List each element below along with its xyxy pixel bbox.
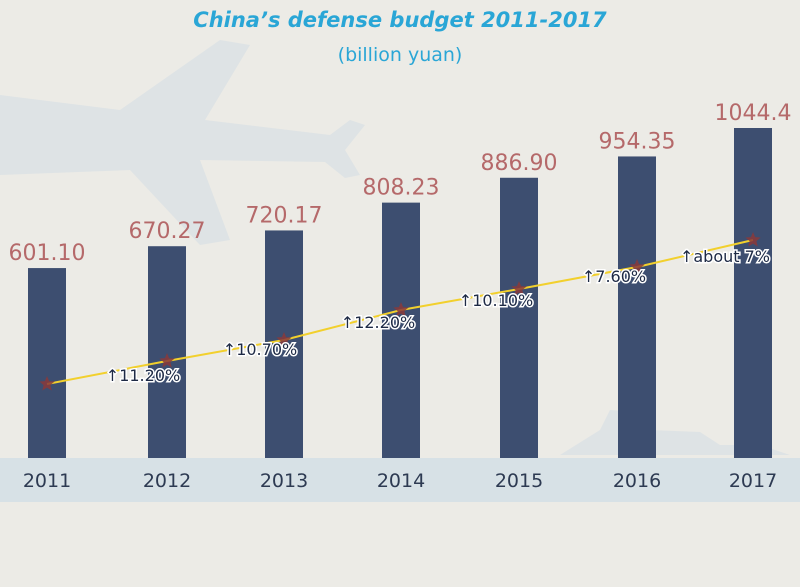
value-label-2017: 1044.4 xyxy=(715,101,792,126)
star-icon xyxy=(39,376,55,391)
bar-2012 xyxy=(148,246,186,458)
growth-label-2016: ↑7.60% xyxy=(582,267,646,286)
growth-label-2012: ↑11.20% xyxy=(106,366,180,385)
year-label-2017: 2017 xyxy=(729,470,777,492)
bar-2016 xyxy=(618,156,656,458)
value-label-2013: 720.17 xyxy=(246,203,323,228)
x-axis-band xyxy=(0,458,800,502)
year-label-2011: 2011 xyxy=(23,470,71,492)
value-label-2016: 954.35 xyxy=(599,129,676,154)
value-label-2012: 670.27 xyxy=(129,219,206,244)
growth-label-2015: ↑10.10% xyxy=(459,291,533,310)
year-label-2015: 2015 xyxy=(495,470,543,492)
year-label-2016: 2016 xyxy=(613,470,661,492)
star-icon xyxy=(745,232,761,247)
year-label-2012: 2012 xyxy=(143,470,191,492)
bar-2014 xyxy=(382,202,420,458)
year-label-2014: 2014 xyxy=(377,470,425,492)
growth-label-2014: ↑12.20% xyxy=(341,313,415,332)
bar-2013 xyxy=(265,230,303,458)
chart-subtitle: (billion yuan) xyxy=(337,44,463,66)
airplane-silhouette-icon xyxy=(0,40,365,245)
star-icon xyxy=(159,353,175,368)
value-label-2011: 601.10 xyxy=(9,241,86,266)
value-label-2015: 886.90 xyxy=(481,151,558,176)
growth-label-2013: ↑10.70% xyxy=(223,340,297,359)
star-icon xyxy=(276,332,292,347)
star-icon xyxy=(511,281,527,296)
star-icon xyxy=(629,259,645,274)
chart-title: China’s defense budget 2011-2017 xyxy=(193,8,607,32)
year-label-2013: 2013 xyxy=(260,470,308,492)
value-label-2014: 808.23 xyxy=(363,176,440,201)
bar-2017 xyxy=(734,128,772,458)
warship-silhouette-icon xyxy=(560,410,790,455)
growth-label-2017: ↑about 7% xyxy=(680,247,770,266)
bar-2011 xyxy=(28,268,66,458)
bar-2015 xyxy=(500,177,538,458)
star-icon xyxy=(393,302,409,317)
